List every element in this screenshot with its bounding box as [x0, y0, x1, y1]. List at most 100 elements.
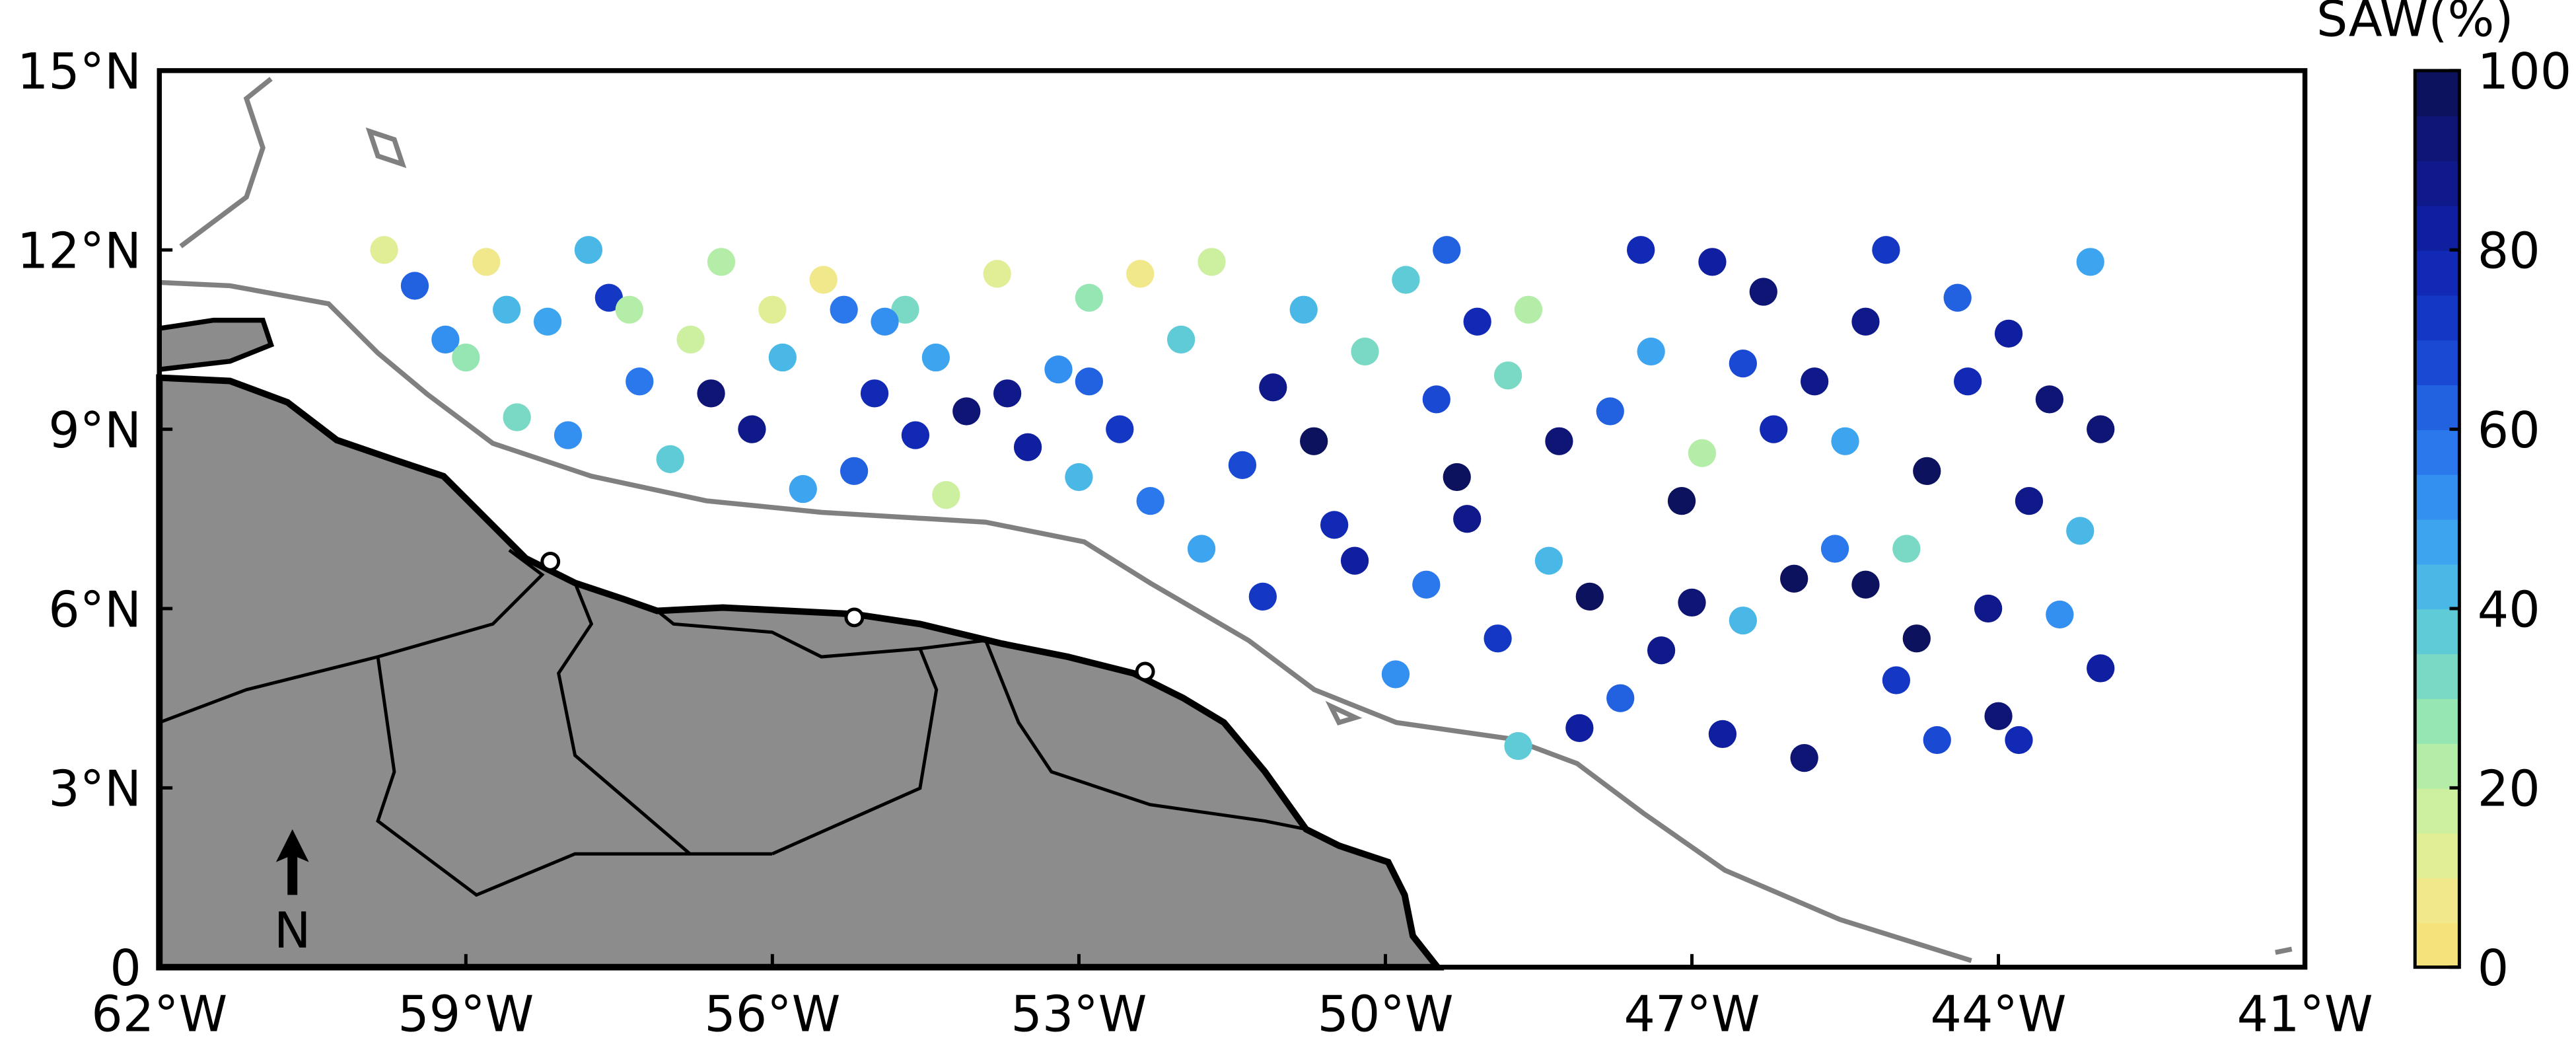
data-point — [1892, 535, 1921, 563]
data-point — [789, 474, 817, 504]
data-point — [431, 325, 460, 354]
data-point — [1749, 278, 1777, 306]
colorbar-segment — [2415, 564, 2460, 610]
data-point — [1708, 720, 1737, 749]
y-tick-label: 15°N — [17, 43, 141, 100]
data-point — [1013, 433, 1042, 461]
data-point — [871, 307, 899, 336]
isobath — [179, 77, 2293, 955]
data-point — [1851, 570, 1880, 599]
data-point — [1075, 367, 1104, 396]
colorbar-segment — [2415, 474, 2460, 520]
data-point — [1688, 439, 1717, 467]
points — [370, 236, 2115, 772]
data-point — [738, 415, 766, 443]
x-tick-label: 56°W — [704, 986, 840, 1043]
data-point — [472, 248, 501, 276]
land — [156, 317, 1445, 971]
border — [159, 548, 1306, 897]
data-point — [830, 295, 858, 324]
data-point — [1913, 457, 1941, 486]
y-tick-label: 3°N — [48, 761, 141, 818]
data-point — [493, 295, 521, 324]
data-point — [400, 272, 429, 300]
data-point — [1443, 463, 1471, 492]
data-point — [1902, 624, 1931, 653]
colorbar-segment — [2415, 250, 2460, 296]
data-point — [656, 445, 684, 473]
data-point — [1351, 337, 1379, 366]
data-point — [2015, 487, 2044, 515]
data-point — [2005, 726, 2033, 755]
data-point — [1392, 266, 1420, 294]
data-point — [952, 397, 981, 426]
data-point — [1820, 535, 1849, 563]
data-point — [809, 266, 838, 294]
data-point — [1606, 684, 1635, 712]
data-point — [860, 379, 889, 408]
colorbar-tick-label: 0 — [2478, 940, 2509, 997]
data-point — [1647, 636, 1676, 665]
colorbar-segment — [2415, 160, 2460, 206]
colorbar-title: SAW(%) — [2316, 0, 2514, 48]
data-point — [1126, 260, 1155, 288]
colorbar-segment — [2415, 205, 2460, 251]
data-point — [1627, 236, 1655, 264]
data-point — [1923, 726, 1951, 755]
colorbar-segment — [2415, 743, 2460, 789]
data-point — [1943, 283, 1972, 312]
data-point — [1760, 415, 1788, 443]
data-point — [1974, 594, 2003, 623]
x-tick-label: 62°W — [91, 986, 227, 1043]
data-point — [840, 457, 869, 486]
y-tick-label: 0 — [110, 940, 141, 997]
data-point — [1259, 373, 1287, 402]
data-point — [1381, 660, 1410, 689]
data-point — [1698, 248, 1727, 276]
island — [157, 317, 275, 373]
colorbar-tick-label: 80 — [2478, 223, 2540, 280]
data-point — [901, 421, 930, 449]
data-point — [2066, 517, 2094, 545]
data-point — [1463, 307, 1491, 336]
data-point — [503, 403, 531, 431]
data-point — [594, 283, 624, 312]
data-point — [993, 379, 1022, 408]
north-label: N — [274, 902, 311, 959]
data-point — [1729, 349, 1757, 378]
colorbar-segment — [2415, 339, 2460, 386]
data-point — [1780, 564, 1808, 593]
colorbar-segment — [2415, 922, 2460, 968]
data-point — [676, 325, 705, 354]
x-tick-label: 44°W — [1931, 986, 2067, 1043]
isobaths — [159, 77, 2293, 963]
data-point — [1248, 582, 1277, 611]
data-point — [1136, 487, 1164, 515]
colorbar-segment — [2415, 833, 2460, 879]
data-point — [1340, 546, 1369, 575]
plot-frame — [157, 68, 2308, 970]
data-point — [2087, 415, 2115, 443]
data-point — [932, 480, 960, 509]
colorbar-segment — [2415, 878, 2460, 924]
data-point — [1534, 546, 1563, 575]
data-point — [1228, 451, 1257, 479]
data-point — [1187, 535, 1216, 563]
data-point — [1412, 570, 1441, 599]
colorbar-segment — [2415, 788, 2460, 834]
colorbar-segment — [2415, 70, 2460, 116]
continent — [156, 374, 1445, 971]
data-point — [1484, 624, 1512, 653]
x-tick-label: 53°W — [1011, 986, 1147, 1043]
data-point — [1667, 487, 1696, 515]
data-point — [533, 307, 562, 336]
x-tick-label: 47°W — [1624, 986, 1760, 1043]
data-point — [1851, 307, 1880, 336]
colorbar-segment — [2415, 295, 2460, 341]
x-tick-label: 59°W — [398, 986, 534, 1043]
data-point — [707, 248, 736, 276]
data-point — [1504, 731, 1532, 761]
arrow — [275, 829, 309, 895]
town-marker — [540, 551, 561, 572]
